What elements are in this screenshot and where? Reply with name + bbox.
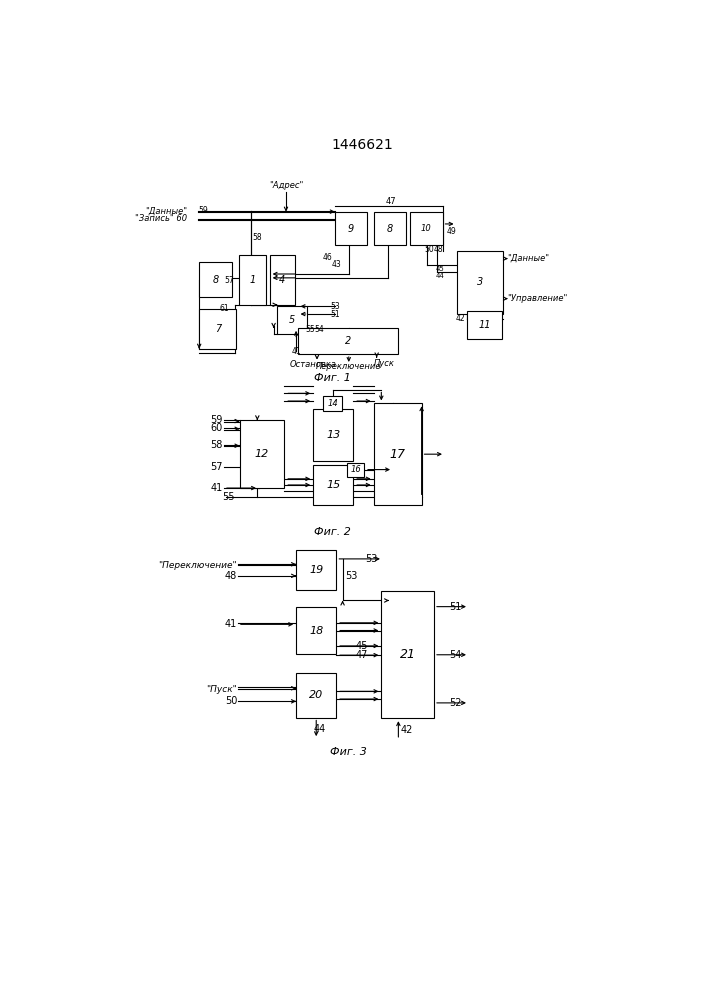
Text: 45: 45 <box>356 641 368 651</box>
Bar <box>296 673 337 718</box>
Text: 59: 59 <box>199 206 208 215</box>
Text: "Переключение": "Переключение" <box>158 561 237 570</box>
Bar <box>323 396 341 411</box>
Text: 42: 42 <box>401 725 413 735</box>
Text: 61: 61 <box>219 304 229 313</box>
Bar <box>457 251 503 314</box>
Bar <box>373 403 421 505</box>
Bar <box>313 409 354 461</box>
Text: 8: 8 <box>387 224 393 234</box>
Text: 59: 59 <box>210 415 223 425</box>
Bar <box>467 311 502 339</box>
Text: 15: 15 <box>326 480 340 490</box>
Text: 47: 47 <box>385 197 396 206</box>
Text: 54: 54 <box>315 325 325 334</box>
Bar <box>239 255 266 305</box>
Text: 58: 58 <box>252 233 262 242</box>
Text: 44: 44 <box>314 724 326 734</box>
Text: "Данные": "Данные" <box>507 254 549 263</box>
Bar <box>240 420 284 488</box>
Text: 55: 55 <box>223 492 235 502</box>
Text: Фиг. 3: Фиг. 3 <box>329 747 366 757</box>
Bar <box>270 255 295 305</box>
Text: 55: 55 <box>305 325 315 334</box>
Text: 57: 57 <box>210 462 223 472</box>
Text: 21: 21 <box>399 648 416 661</box>
Text: 9: 9 <box>348 224 354 234</box>
Bar <box>410 212 443 245</box>
Text: Фиг. 2: Фиг. 2 <box>314 527 351 537</box>
Text: 48: 48 <box>225 571 237 581</box>
Text: 50: 50 <box>424 245 434 254</box>
Text: "Управление": "Управление" <box>507 294 567 303</box>
Text: Пуск: Пуск <box>374 359 395 368</box>
Text: 14: 14 <box>327 399 338 408</box>
Text: 13: 13 <box>326 430 340 440</box>
Text: 5: 5 <box>289 315 296 325</box>
Text: 18: 18 <box>309 626 323 636</box>
Text: 1: 1 <box>249 275 255 285</box>
Text: 43: 43 <box>332 260 341 269</box>
Text: 53: 53 <box>365 554 378 564</box>
Text: 16: 16 <box>351 465 361 474</box>
Text: 49: 49 <box>446 227 456 236</box>
Text: 57: 57 <box>225 276 234 285</box>
Text: 47: 47 <box>356 650 368 660</box>
Bar <box>199 309 236 349</box>
Bar <box>277 306 307 334</box>
Text: 41: 41 <box>210 483 223 493</box>
Text: "Запись" 60: "Запись" 60 <box>136 214 187 223</box>
Text: 54: 54 <box>450 650 462 660</box>
Text: 58: 58 <box>210 440 223 450</box>
Text: 50: 50 <box>225 696 237 706</box>
Bar <box>296 550 337 590</box>
Text: 4: 4 <box>279 275 285 285</box>
Text: 44: 44 <box>436 273 445 279</box>
Text: 2: 2 <box>345 336 351 346</box>
Text: 7: 7 <box>215 324 221 334</box>
Text: 3: 3 <box>477 277 483 287</box>
Bar <box>298 328 398 354</box>
Text: 52: 52 <box>450 698 462 708</box>
Text: 46: 46 <box>322 253 332 262</box>
Text: 12: 12 <box>255 449 269 459</box>
Text: 48: 48 <box>434 245 443 254</box>
Text: 60: 60 <box>210 423 223 433</box>
Text: Остановка: Остановка <box>290 360 337 369</box>
Text: 45: 45 <box>436 266 445 272</box>
Text: "Пуск": "Пуск" <box>206 685 237 694</box>
Text: 41: 41 <box>291 347 301 356</box>
Text: 53: 53 <box>346 571 358 581</box>
Bar <box>199 262 232 297</box>
Bar <box>335 212 368 245</box>
Text: "Данные": "Данные" <box>146 206 187 215</box>
Text: 41: 41 <box>225 619 237 629</box>
Text: "Адрес": "Адрес" <box>269 181 303 190</box>
Text: 20: 20 <box>309 690 323 700</box>
Text: 51: 51 <box>330 310 339 319</box>
Text: 8: 8 <box>212 275 218 285</box>
Text: 10: 10 <box>421 224 432 233</box>
Bar <box>313 465 354 505</box>
Bar <box>381 591 434 718</box>
Text: 42: 42 <box>455 314 465 323</box>
Text: Фиг. 1: Фиг. 1 <box>314 373 351 383</box>
Text: 51: 51 <box>450 602 462 612</box>
Bar <box>296 607 337 654</box>
Bar <box>347 463 364 477</box>
Text: 11: 11 <box>478 320 491 330</box>
Text: Переключение: Переключение <box>316 362 382 371</box>
Text: 53: 53 <box>330 302 339 311</box>
Text: 1446621: 1446621 <box>332 138 394 152</box>
Text: 17: 17 <box>390 448 406 461</box>
Bar <box>373 212 406 245</box>
Text: 19: 19 <box>309 565 323 575</box>
